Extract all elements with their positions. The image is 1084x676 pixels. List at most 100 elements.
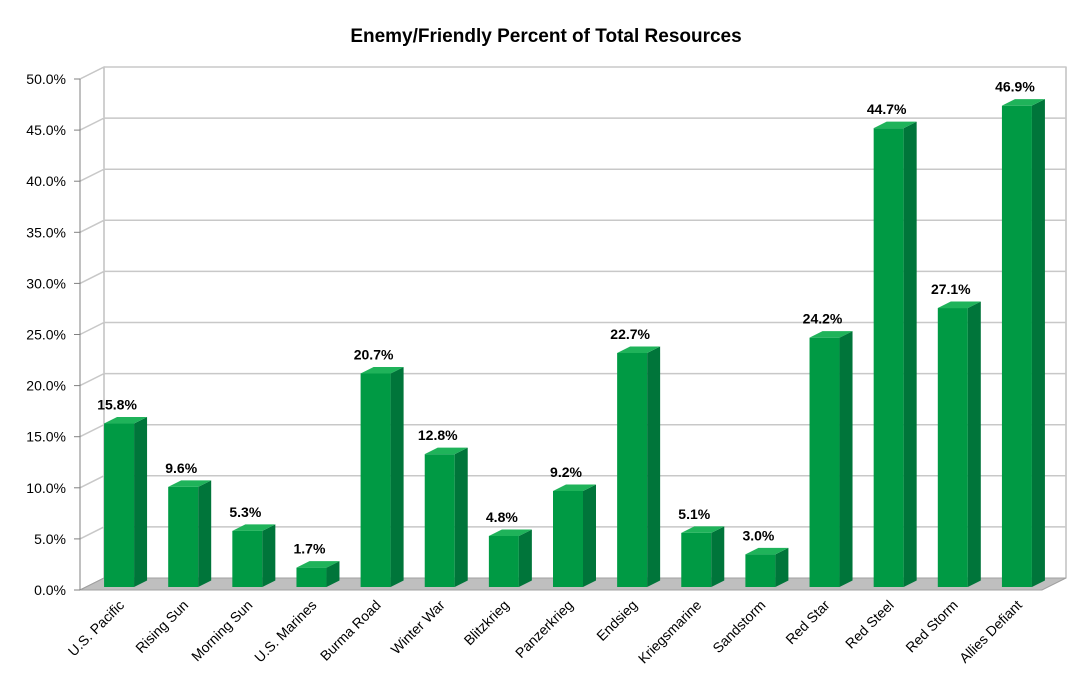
bar-side: [134, 417, 148, 587]
bar-side: [1031, 99, 1045, 587]
gridline: [79, 270, 1066, 285]
bar-front: [553, 490, 583, 587]
bar-top: [809, 331, 853, 338]
bar-front: [1001, 105, 1032, 587]
bar-top: [488, 529, 532, 536]
bar-top: [745, 547, 789, 555]
data-label: 5.1%: [678, 506, 710, 522]
bar-top: [1001, 99, 1045, 106]
bar-top: [104, 417, 148, 424]
x-tick-label: Red Star: [782, 597, 833, 648]
bar-front: [681, 532, 712, 587]
data-label: 1.7%: [294, 541, 326, 557]
bar-side: [390, 366, 404, 587]
y-tick-label: 0.0%: [34, 582, 66, 598]
x-tick-label: Red Storm: [902, 597, 961, 656]
bar: [809, 331, 853, 587]
bar-side: [454, 447, 468, 587]
chart-title: Enemy/Friendly Percent of Total Resource…: [350, 26, 742, 47]
data-label: 3.0%: [742, 527, 774, 543]
bar-top: [617, 346, 661, 354]
bar: [232, 524, 276, 587]
bar-side: [903, 121, 917, 587]
x-tick-label: Red Steel: [842, 597, 897, 652]
bar-top: [937, 301, 981, 309]
bar-front: [424, 454, 455, 587]
gridline: [79, 117, 1066, 131]
gridline: [79, 372, 1066, 387]
data-label: 4.8%: [486, 509, 518, 525]
bar-top: [232, 524, 276, 531]
bar: [104, 417, 148, 587]
x-tick-label: Burma Road: [317, 597, 384, 664]
chart-bars: [104, 99, 1045, 587]
bar-front: [617, 353, 648, 587]
x-tick-label: Blitzkrieg: [461, 597, 512, 648]
data-label: 27.1%: [931, 281, 971, 297]
data-label: 44.7%: [867, 101, 907, 117]
bar: [424, 447, 468, 587]
bar-front: [745, 554, 776, 587]
bar-front: [937, 308, 968, 587]
y-tick-label: 25.0%: [26, 327, 66, 343]
bar: [937, 301, 981, 587]
bar-front: [809, 337, 840, 587]
y-tick-label: 15.0%: [26, 429, 66, 445]
bar-side: [198, 480, 212, 587]
bar-side: [775, 547, 789, 587]
bar-front: [873, 128, 904, 587]
chart-gridlines: [79, 66, 1066, 540]
bar-front: [168, 486, 199, 587]
gridline: [79, 423, 1066, 438]
data-label: 9.6%: [165, 460, 197, 476]
gridline: [79, 219, 1066, 233]
y-axis: 0.0% 5.0% 10.0% 15.0% 20.0% 25.0% 30.0% 35.0% 40…: [26, 71, 81, 598]
bar: [873, 121, 917, 587]
bar-side: [518, 529, 532, 587]
y-tick-label: 50.0%: [26, 71, 66, 87]
gridline: [79, 168, 1066, 182]
bar: [296, 561, 340, 587]
y-tick-label: 20.0%: [26, 378, 66, 394]
bar-front: [296, 567, 327, 587]
bar-side: [262, 524, 276, 587]
x-tick-label: Rising Sun: [132, 597, 191, 656]
x-tick-label: Endsieg: [593, 597, 640, 644]
bar: [168, 480, 212, 587]
data-label: 15.8%: [97, 397, 137, 413]
bar: [553, 484, 596, 587]
y-tick-label: 10.0%: [26, 480, 66, 496]
bar-front: [232, 530, 263, 587]
data-label: 9.2%: [550, 464, 582, 480]
bar: [488, 529, 532, 587]
bar-top: [360, 366, 404, 374]
bar-top: [296, 561, 340, 568]
data-label: 5.3%: [229, 504, 261, 520]
x-tick-label: U.S. Pacific: [65, 597, 127, 659]
x-tick-label: Sandstorm: [709, 597, 768, 656]
bar-top: [681, 526, 725, 533]
chart-data-labels: 15.8% 9.6% 5.3% 1.7% 20.7% 12.8% 4.8% 9.2% 22.7%…: [97, 79, 1035, 557]
gridline: [79, 66, 1066, 80]
gridline: [79, 526, 1066, 540]
bar-top: [424, 447, 468, 455]
bar-front: [488, 535, 519, 587]
x-tick-label: Allies Defiant: [956, 597, 1025, 666]
x-tick-label: U.S. Marines: [251, 597, 320, 666]
bar: [360, 366, 404, 587]
data-label: 24.2%: [803, 311, 843, 327]
gridline: [79, 475, 1066, 489]
y-tick-label: 30.0%: [26, 275, 66, 291]
bar-side: [647, 346, 661, 587]
gridline: [79, 321, 1066, 336]
bar-front: [360, 373, 391, 587]
data-label: 46.9%: [995, 79, 1035, 95]
bar-side: [583, 484, 596, 587]
bar-side: [839, 331, 853, 587]
data-label: 20.7%: [354, 346, 394, 362]
data-label: 22.7%: [610, 326, 650, 342]
x-tick-label: Kriegsmarine: [635, 597, 705, 667]
bar-top: [873, 121, 917, 129]
bar: [681, 526, 725, 587]
